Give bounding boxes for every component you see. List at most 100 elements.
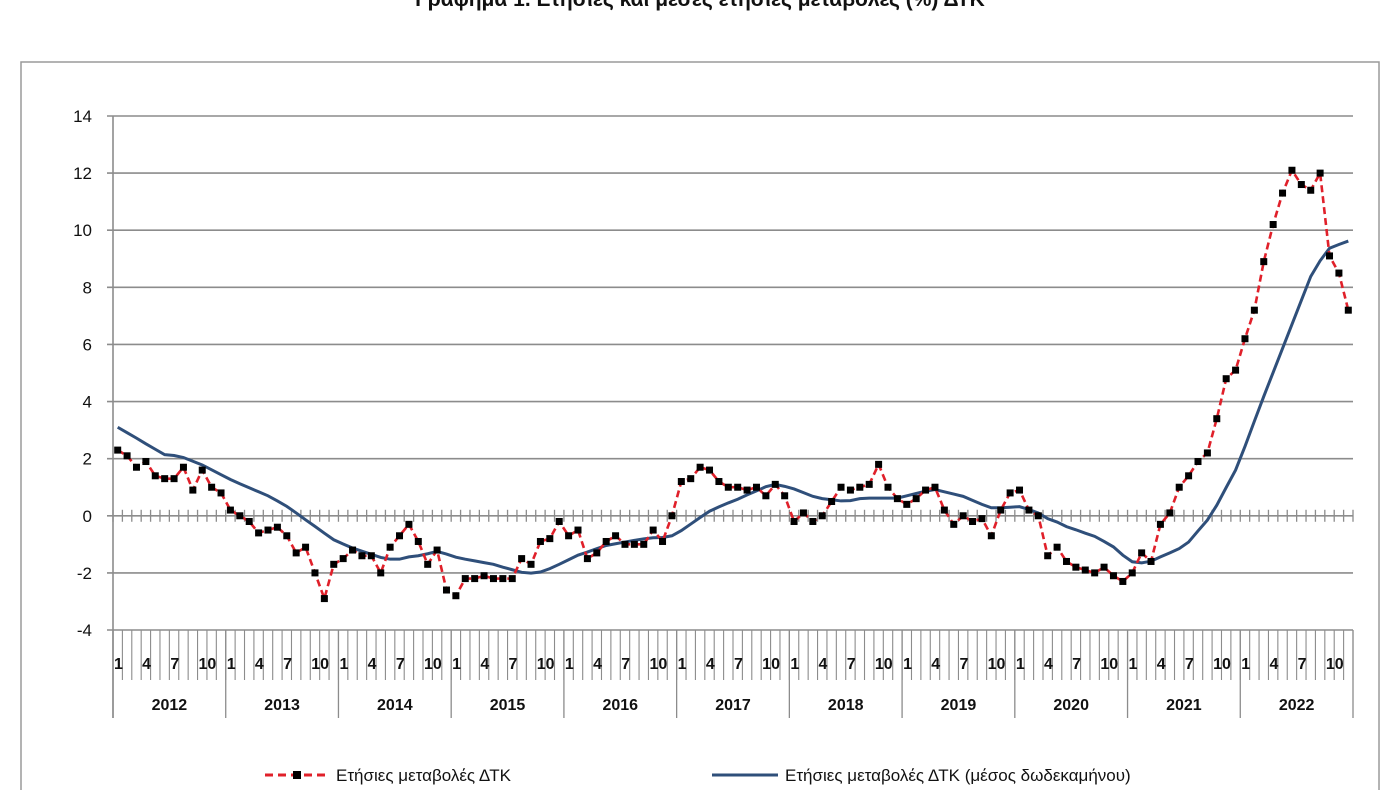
data-point-annual (151, 472, 159, 480)
year-label: 2012 (152, 697, 188, 714)
data-point-annual (452, 592, 460, 600)
data-point-annual (1025, 506, 1033, 514)
data-point-annual (950, 520, 958, 528)
month-label: 4 (931, 656, 940, 673)
month-label: 7 (1185, 656, 1194, 673)
data-point-annual (1053, 543, 1061, 551)
data-point-annual (1166, 509, 1174, 517)
data-point-annual (1297, 181, 1305, 189)
y-tick-label: 12 (73, 164, 92, 183)
month-label: 1 (790, 656, 799, 673)
month-label: 7 (1072, 656, 1081, 673)
data-point-annual (1344, 306, 1352, 314)
data-point-annual (555, 517, 563, 525)
data-point-annual (255, 529, 263, 537)
month-label: 10 (537, 656, 555, 673)
month-label: 4 (1044, 656, 1053, 673)
month-label: 10 (762, 656, 780, 673)
data-point-annual (922, 486, 930, 494)
data-point-annual (339, 555, 347, 563)
month-label: 10 (875, 656, 893, 673)
data-point-annual (1241, 335, 1249, 343)
data-point-annual (1119, 577, 1127, 585)
series-line-average (116, 239, 1349, 575)
month-label: 10 (988, 656, 1006, 673)
data-point-annual (884, 483, 892, 491)
month-label: 1 (1016, 656, 1025, 673)
data-point-annual (856, 483, 864, 491)
data-point-annual (1269, 221, 1277, 229)
data-point-annual (1288, 166, 1296, 174)
data-point-annual (499, 575, 507, 583)
month-label: 4 (706, 656, 715, 673)
month-label: 10 (199, 656, 217, 673)
data-point-annual (1072, 563, 1080, 571)
chart-title: Γράφημα 1. Ετήσιες και μέσες ετήσιες μετ… (0, 0, 1400, 12)
data-point-annual (189, 486, 197, 494)
data-point-annual (959, 512, 967, 520)
y-tick-label: 8 (83, 278, 92, 297)
data-point-annual (489, 575, 497, 583)
data-point-annual (677, 478, 685, 486)
data-point-annual (668, 512, 676, 520)
month-label: 7 (509, 656, 518, 673)
month-label: 4 (1157, 656, 1166, 673)
month-label: 1 (903, 656, 912, 673)
data-point-annual (396, 532, 404, 540)
data-point-annual (292, 549, 300, 557)
month-label: 4 (819, 656, 828, 673)
year-label: 2015 (490, 697, 526, 714)
data-point-annual (311, 569, 319, 577)
month-label: 1 (1129, 656, 1138, 673)
month-label: 1 (678, 656, 687, 673)
month-label: 7 (283, 656, 292, 673)
year-label: 2021 (1166, 697, 1202, 714)
month-label: 1 (452, 656, 461, 673)
data-point-annual (969, 517, 977, 525)
month-label: 4 (368, 656, 377, 673)
month-label: 1 (114, 656, 123, 673)
data-point-annual (1138, 549, 1146, 557)
chart-frame (20, 61, 1380, 790)
data-point-annual (367, 552, 375, 560)
data-point-annual (330, 560, 338, 568)
year-label: 2018 (828, 697, 864, 714)
month-label: 10 (1100, 656, 1118, 673)
data-point-annual (818, 512, 826, 520)
data-point-annual (179, 463, 187, 471)
month-label: 4 (142, 656, 151, 673)
data-point-annual (621, 540, 629, 548)
data-point-annual (1147, 557, 1155, 565)
data-point-annual (1232, 366, 1240, 374)
data-point-annual (706, 466, 714, 474)
data-point-annual (132, 463, 140, 471)
y-tick-label: 14 (73, 107, 92, 126)
month-label: 10 (311, 656, 329, 673)
data-point-annual (208, 483, 216, 491)
data-point-annual (612, 532, 620, 540)
data-point-annual (480, 572, 488, 580)
data-point-annual (245, 517, 253, 525)
data-point-annual (424, 560, 432, 568)
month-label: 10 (649, 656, 667, 673)
month-label: 10 (1213, 656, 1231, 673)
data-point-annual (264, 526, 272, 534)
data-point-annual (912, 495, 920, 503)
y-tick-label: 0 (83, 507, 92, 526)
data-point-annual (865, 480, 873, 488)
month-label: 7 (1298, 656, 1307, 673)
data-point-annual (583, 555, 591, 563)
month-label: 4 (480, 656, 489, 673)
data-point-annual (461, 575, 469, 583)
data-point-annual (302, 543, 310, 551)
data-point-annual (809, 517, 817, 525)
y-tick-label: 6 (83, 335, 92, 354)
month-label: 4 (255, 656, 264, 673)
data-point-annual (687, 475, 695, 483)
data-point-annual (236, 512, 244, 520)
year-label: 2016 (602, 697, 638, 714)
data-point-annual (752, 483, 760, 491)
data-point-annual (1034, 512, 1042, 520)
data-point-annual (630, 540, 638, 548)
data-point-annual (1109, 572, 1117, 580)
